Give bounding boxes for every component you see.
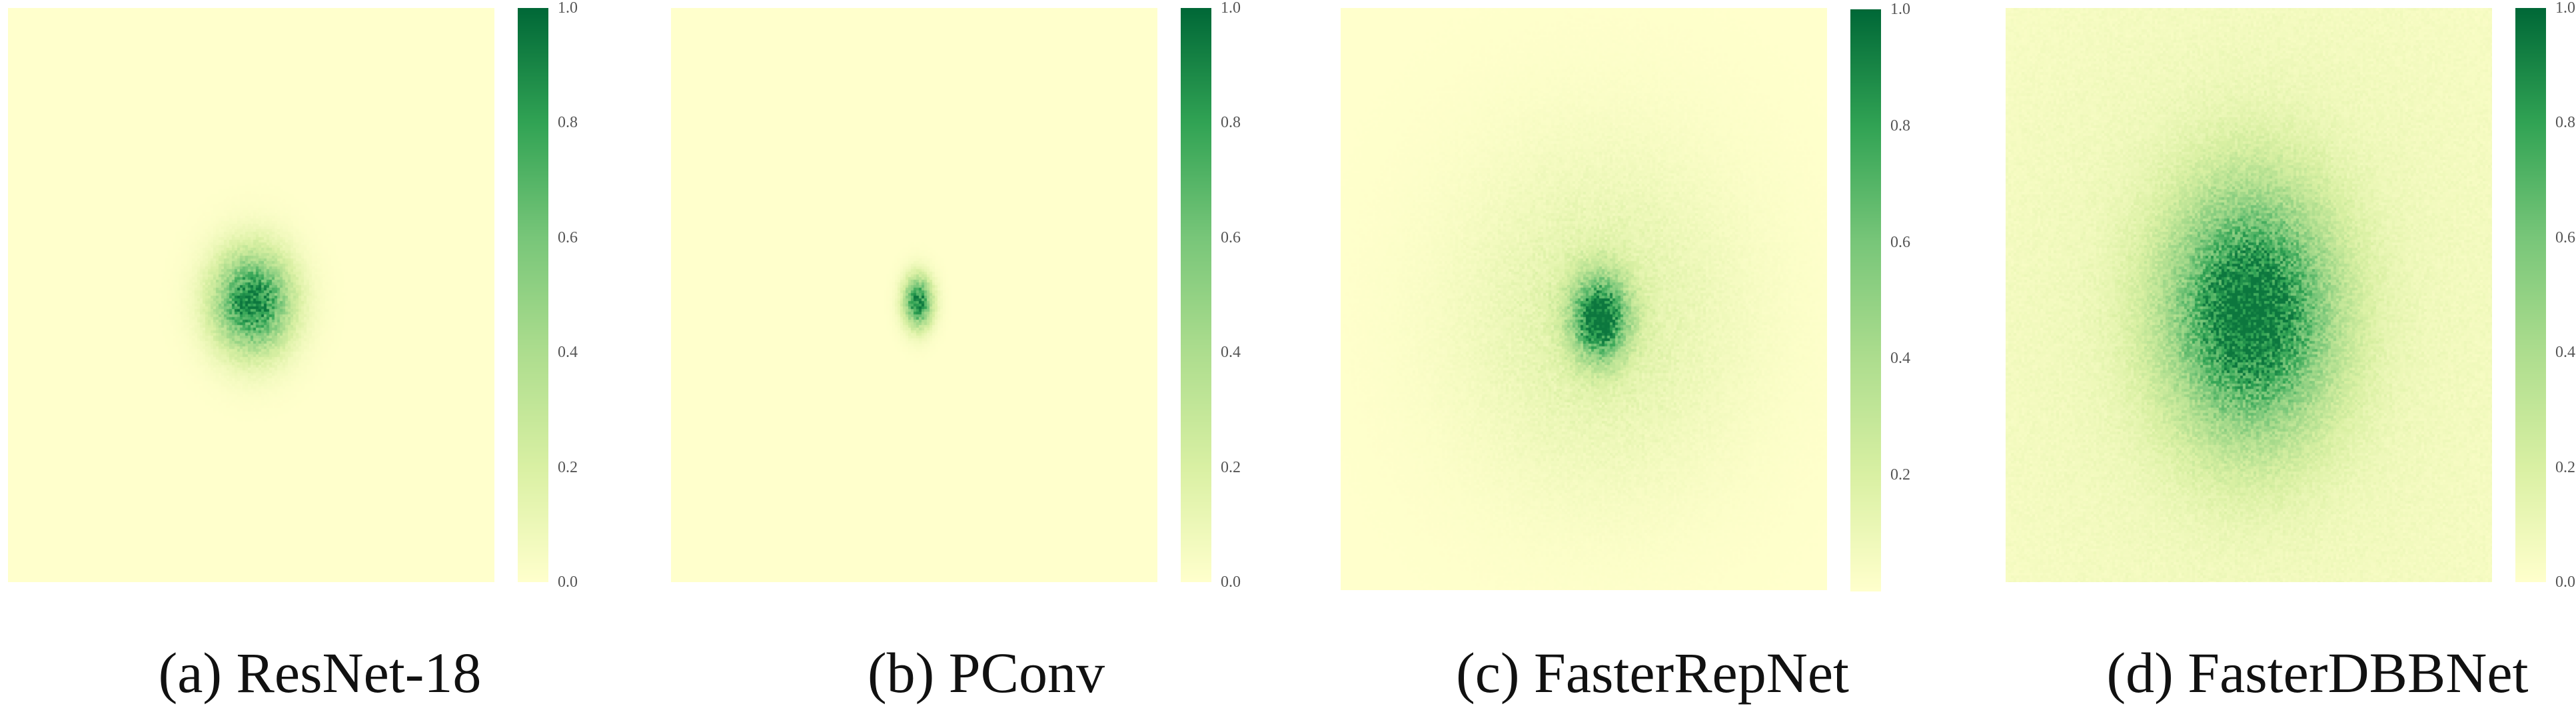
colorbar-tick-label: 0.8 [558,114,578,132]
heatmap-fasterdbbnet [2006,8,2492,582]
heatmap-pconv [671,8,1157,582]
colorbar-tick-label: 0.4 [1221,344,1241,362]
heatmap-resnet18 [8,8,494,582]
colorbar-tick-label: 0.2 [558,458,578,476]
colorbar-tick-label: 1.0 [1221,0,1241,17]
colorbar-tick-label: 0.4 [558,344,578,362]
colorbar-tick-label: 0.6 [1890,233,1910,251]
colorbar-tick-label: 0.2 [1221,458,1241,476]
colorbar-resnet18 [518,8,548,582]
colorbar-tick-label: 0.0 [1221,573,1241,591]
colorbar-tick-label: 0.6 [2555,228,2575,246]
colorbar-fasterrepnet [1850,9,1881,591]
colorbar-tick-label: 0.8 [2555,114,2575,132]
colorbar-tick-label: 0.4 [1890,350,1910,368]
colorbar-tick-label: 1.0 [558,0,578,17]
panel-title-fasterdbbnet: (d) FasterDBBNet [2106,641,2529,705]
colorbar-tick-label: 0.2 [2555,458,2575,476]
colorbar-tick-label: 0.6 [558,228,578,246]
panel-title-pconv: (b) PConv [868,641,1105,705]
panel-title-fasterrepnet: (c) FasterRepNet [1456,641,1849,705]
heatmap-panel-resnet18: (a) ResNet-18 0.0 0.2 0.4 0.6 0.8 1.0 [0,0,640,722]
colorbar-tick-label: 0.0 [558,573,578,591]
colorbar-tick-label: 0.2 [1890,466,1910,484]
colorbar-tick-label: 0.4 [2555,344,2575,362]
heatmap-panel-fasterrepnet: (c) FasterRepNet 0.2 0.4 0.6 0.8 1.0 [1333,0,1972,722]
colorbar-tick-label: 0.8 [1221,114,1241,132]
heatmap-fasterrepnet [1341,8,1827,590]
panel-title-resnet18: (a) ResNet-18 [158,641,482,705]
colorbar-fasterdbbnet [2515,8,2546,582]
colorbar-tick-label: 0.0 [2555,573,2575,591]
colorbar-tick-label: 1.0 [1890,1,1910,18]
heatmap-panel-pconv: (b) PConv 0.0 0.2 0.4 0.6 0.8 1.0 [666,0,1306,722]
colorbar-tick-label: 1.0 [2555,0,2575,17]
colorbar-tick-label: 0.8 [1890,117,1910,135]
colorbar-pconv [1181,8,1211,582]
colorbar-tick-label: 0.6 [1221,228,1241,246]
heatmap-panel-fasterdbbnet: (d) FasterDBBNet 0.0 0.2 0.4 0.6 0.8 1.0 [1998,0,2576,722]
